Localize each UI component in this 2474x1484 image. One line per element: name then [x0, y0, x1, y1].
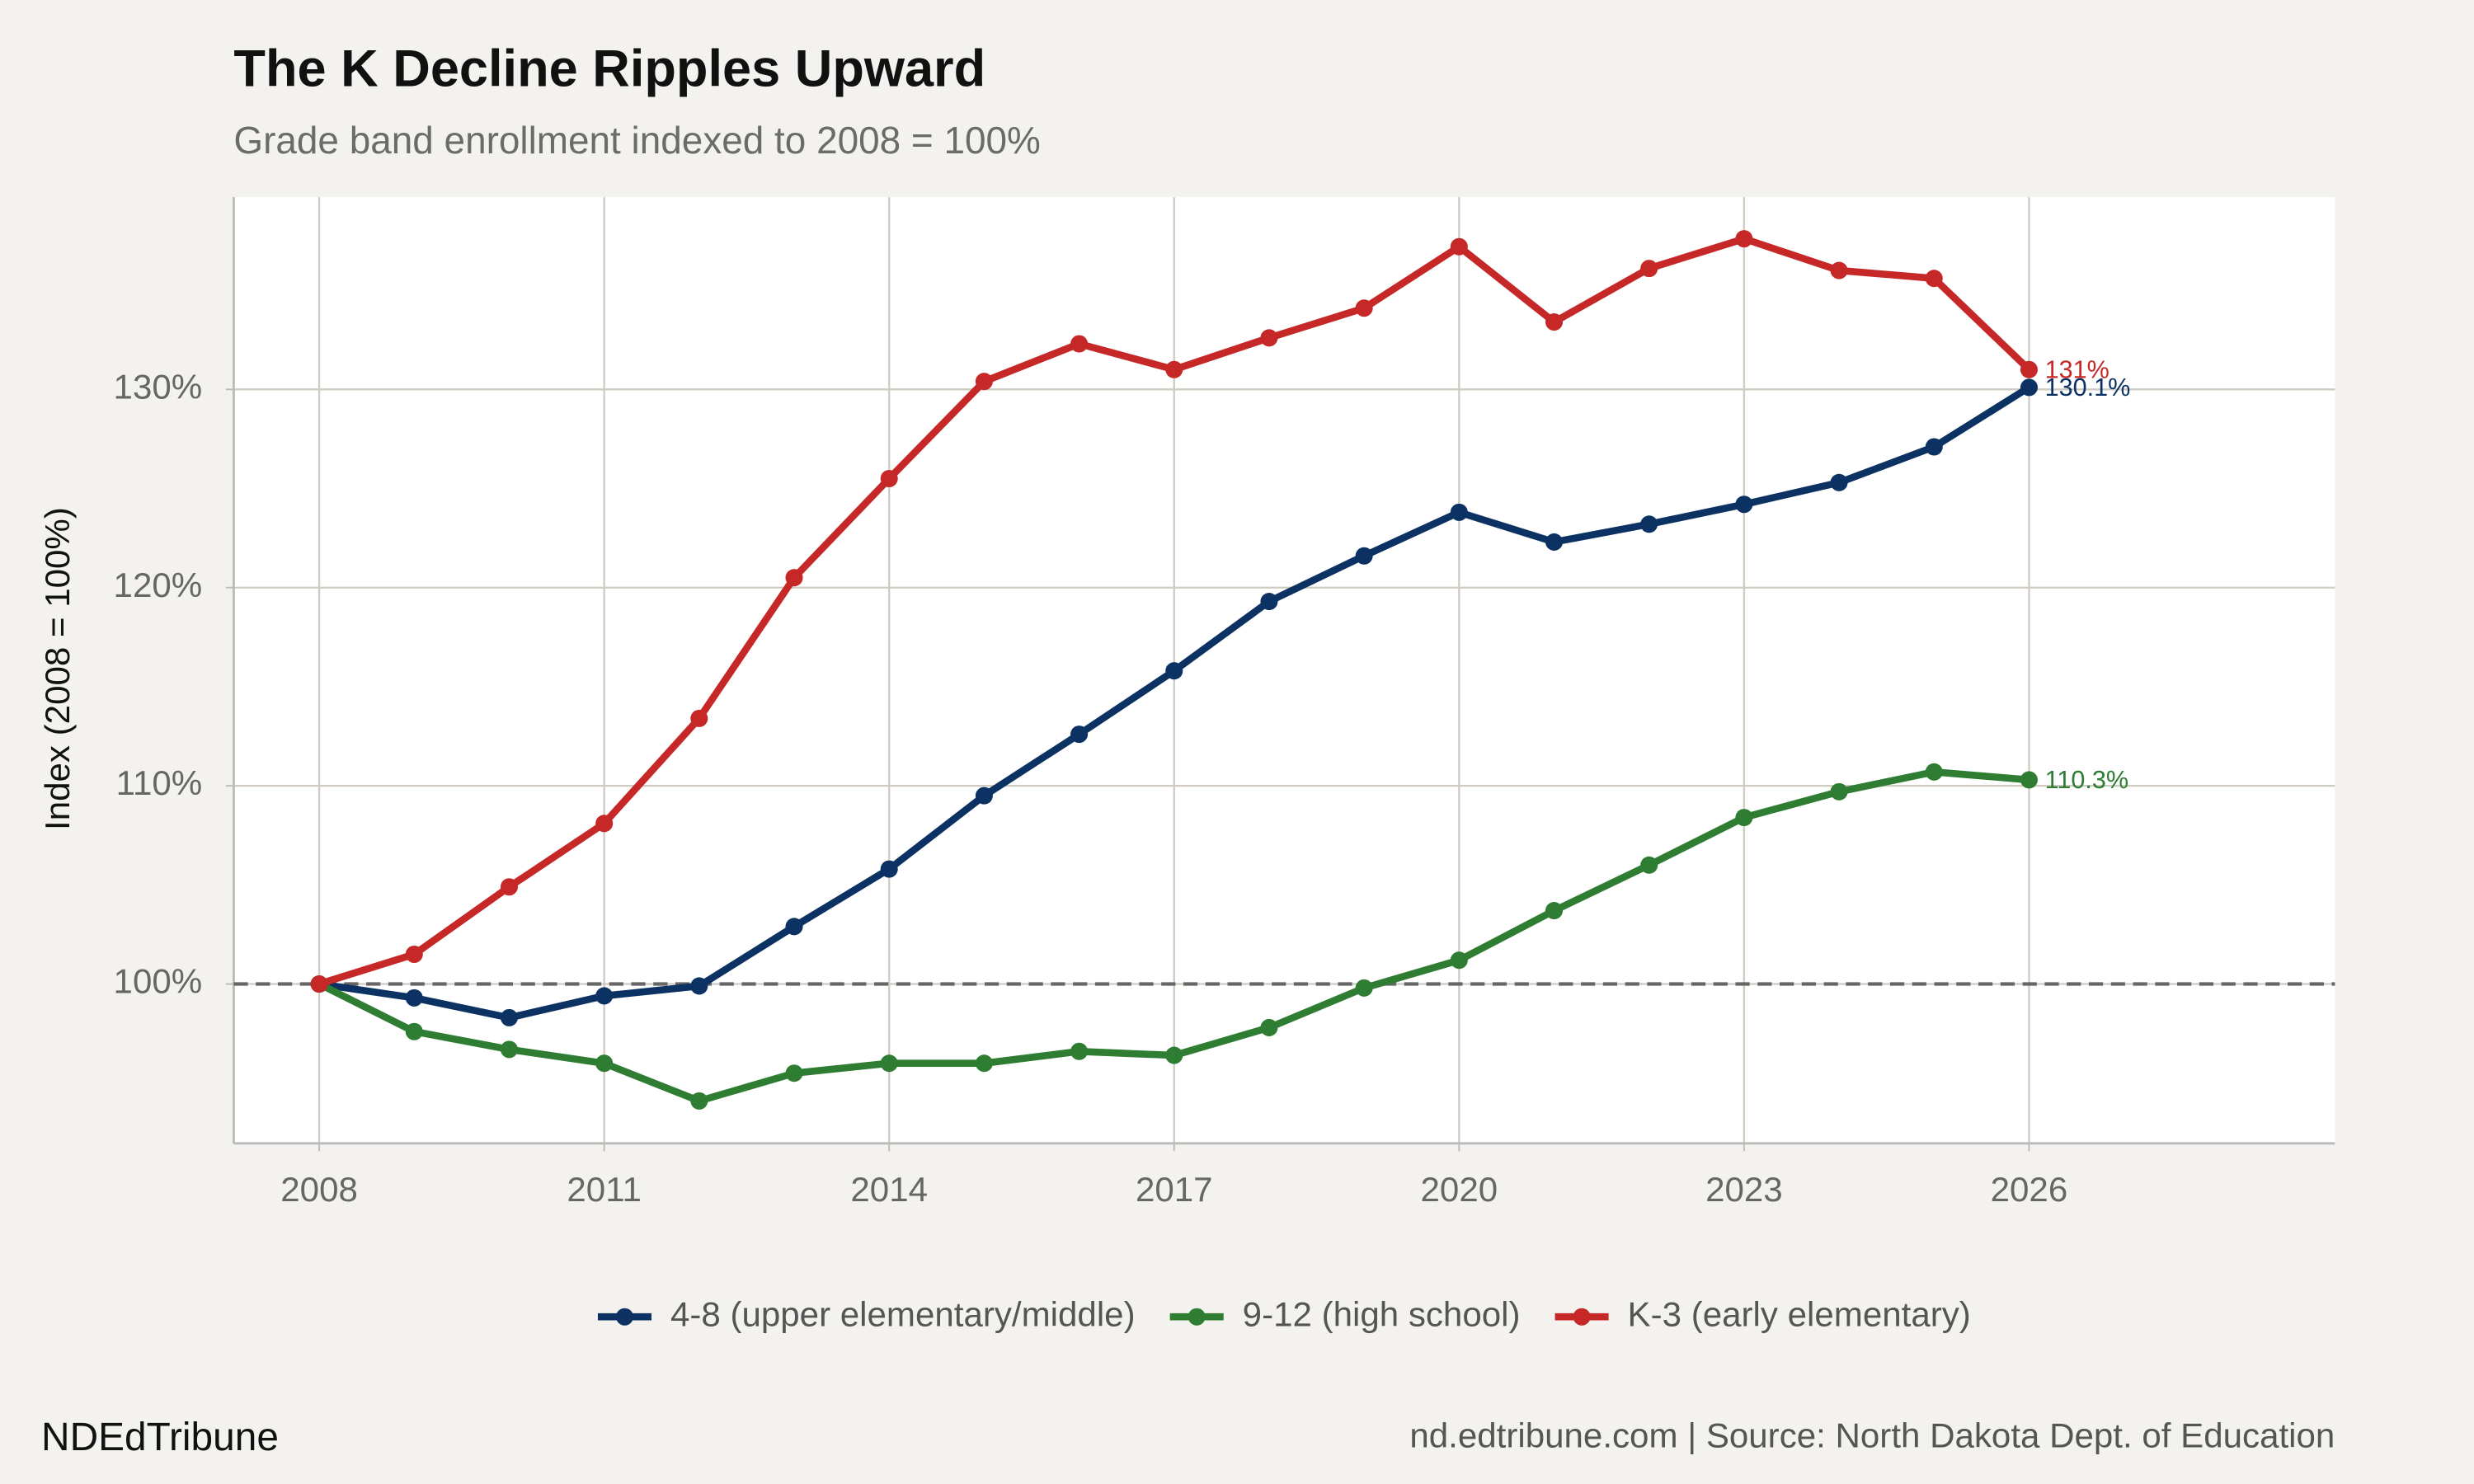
data-point: [405, 945, 423, 963]
legend-label: 4-8 (upper elementary/middle): [670, 1294, 1136, 1333]
data-point: [690, 977, 708, 995]
data-point: [1735, 809, 1753, 827]
x-tick-label: 2023: [1705, 1170, 1783, 1209]
data-point: [1830, 782, 1848, 801]
data-point: [2020, 378, 2038, 397]
data-label: 131%: [2045, 355, 2109, 383]
chart-subtitle: Grade band enrollment indexed to 2008 = …: [233, 119, 1040, 162]
data-point: [1545, 533, 1564, 551]
legend-label: 9-12 (high school): [1243, 1294, 1521, 1333]
data-point: [405, 989, 423, 1007]
data-point: [1070, 335, 1089, 353]
data-point: [1070, 1042, 1089, 1060]
data-point: [1450, 237, 1468, 256]
data-point: [1260, 593, 1278, 611]
data-point: [1260, 329, 1278, 347]
data-point: [405, 1022, 423, 1040]
y-tick-label: 100%: [114, 962, 203, 1001]
data-point: [1165, 662, 1183, 680]
data-point: [975, 1054, 993, 1073]
legend-swatch-point: [1573, 1308, 1591, 1326]
legend-swatch-point: [1188, 1308, 1206, 1326]
x-tick-label: 2011: [567, 1170, 641, 1209]
data-point: [880, 1054, 898, 1073]
data-point: [1735, 230, 1753, 248]
data-point: [975, 787, 993, 805]
data-point: [500, 1008, 518, 1026]
chart-title: The K Decline Ripples Upward: [233, 40, 985, 98]
data-point: [500, 1040, 518, 1059]
data-point: [1830, 261, 1848, 279]
data-point: [1355, 299, 1373, 317]
x-tick-label: 2026: [1991, 1170, 2068, 1209]
data-point: [595, 815, 614, 833]
data-point: [1165, 360, 1183, 378]
legend: 4-8 (upper elementary/middle) 9-12 (high …: [597, 1294, 1971, 1333]
data-point: [1640, 856, 1658, 874]
legend-swatch-point: [615, 1308, 634, 1326]
y-axis-label: Index (2008 = 100%): [38, 507, 77, 830]
data-point: [785, 569, 803, 587]
y-tick-label: 130%: [114, 367, 203, 406]
y-tick-label: 120%: [114, 566, 203, 604]
data-label: 110.3%: [2045, 766, 2129, 794]
data-point: [310, 975, 328, 993]
data-point: [595, 987, 614, 1005]
data-point: [2020, 360, 2038, 378]
data-point: [785, 918, 803, 936]
data-point: [1925, 270, 1943, 288]
data-point: [1450, 951, 1468, 970]
x-tick-label: 2017: [1136, 1170, 1213, 1209]
data-point: [500, 878, 518, 896]
data-point: [785, 1064, 803, 1082]
data-point: [1830, 473, 1848, 491]
data-point: [1640, 515, 1658, 533]
legend-label: K-3 (early elementary): [1628, 1294, 1971, 1333]
data-point: [1545, 313, 1564, 331]
data-point: [1735, 495, 1753, 514]
data-point: [1165, 1046, 1183, 1064]
x-tick-label: 2014: [850, 1170, 928, 1209]
y-tick-label: 110%: [116, 763, 202, 802]
data-point: [690, 1092, 708, 1110]
caption: nd.edtribune.com | Source: North Dakota …: [1409, 1416, 2335, 1455]
brand: NDEdTribune: [41, 1416, 279, 1459]
data-point: [1545, 902, 1564, 920]
data-point: [1355, 979, 1373, 997]
data-point: [1260, 1018, 1278, 1036]
data-point: [1070, 726, 1089, 744]
data-point: [595, 1054, 614, 1073]
data-point: [1355, 547, 1373, 565]
data-point: [1640, 260, 1658, 278]
data-point: [690, 709, 708, 727]
data-point: [1450, 503, 1468, 521]
data-point: [880, 469, 898, 488]
x-tick-label: 2020: [1421, 1170, 1498, 1209]
x-tick-label: 2008: [280, 1170, 358, 1209]
data-point: [2020, 771, 2038, 789]
data-point: [1925, 763, 1943, 781]
data-point: [880, 860, 898, 878]
data-point: [975, 373, 993, 391]
plot-area: [233, 197, 2335, 1144]
data-label: 130.1%: [2045, 373, 2131, 402]
data-point: [1925, 438, 1943, 456]
